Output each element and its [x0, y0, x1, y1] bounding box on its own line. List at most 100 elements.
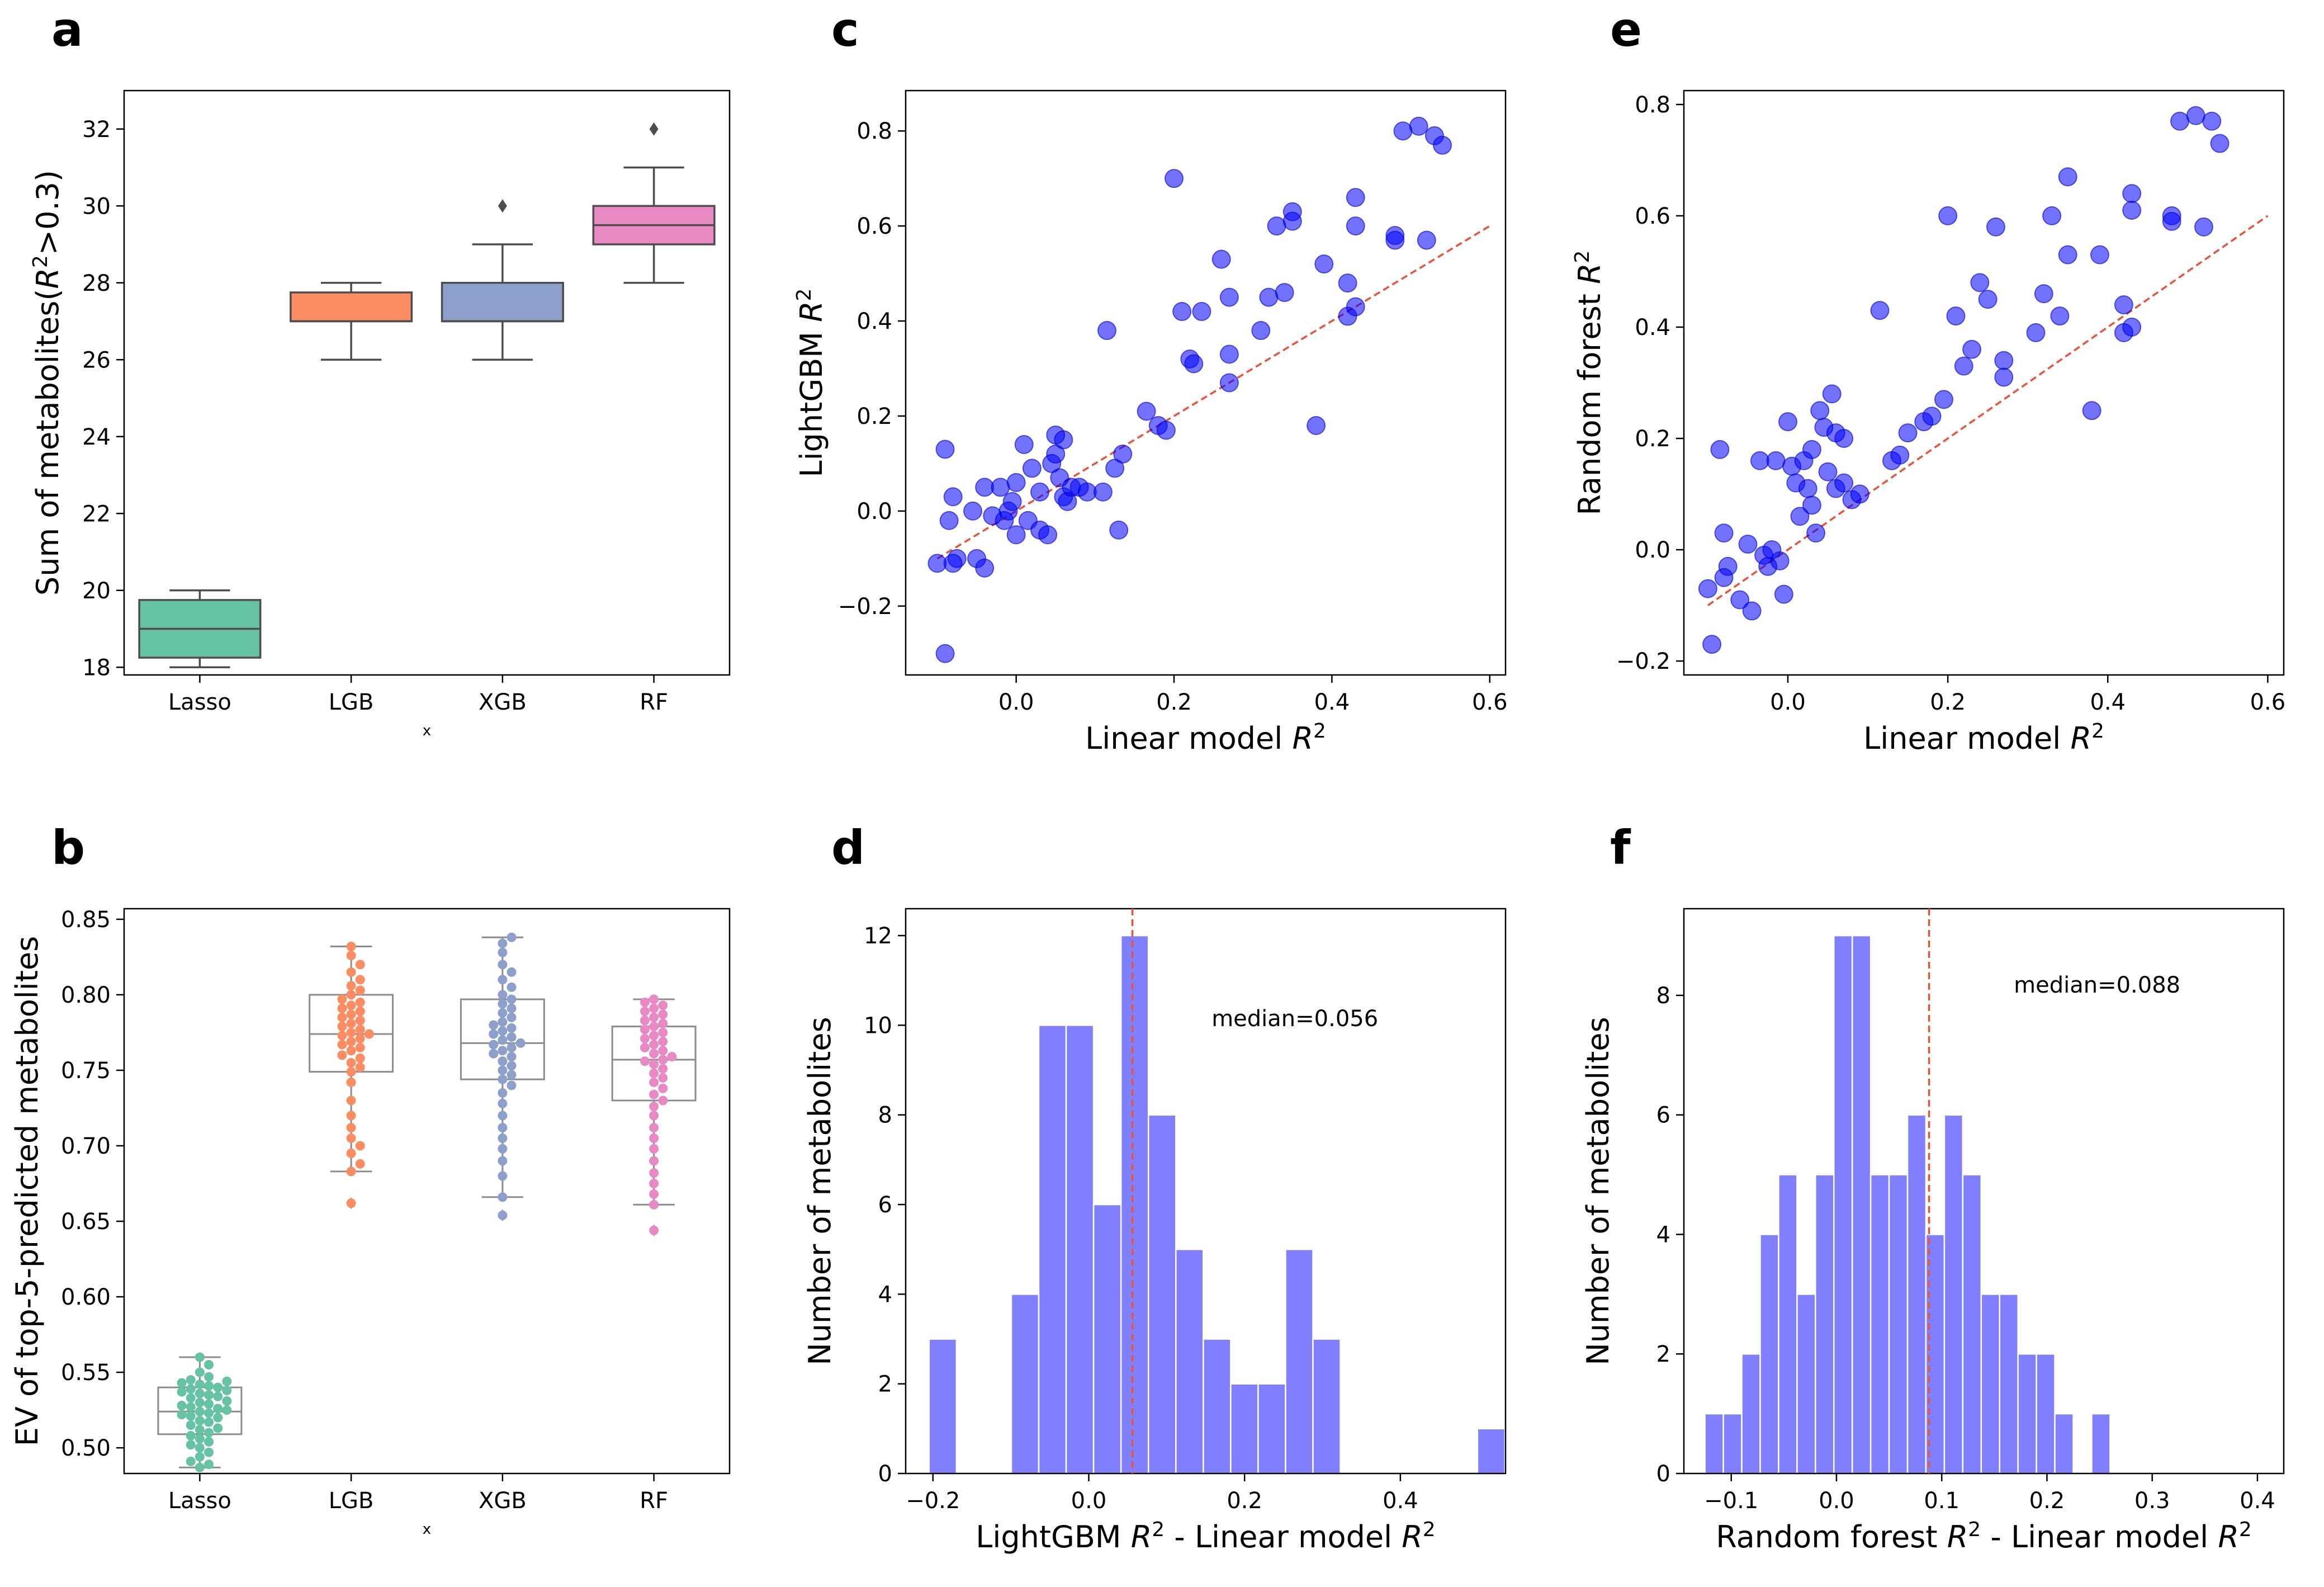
- panel-a-category-label: LGB: [329, 689, 374, 715]
- panel-e-reference-line: [1707, 215, 2269, 607]
- panel-b-outlier: [347, 1197, 356, 1210]
- panel-a-axes-frame: [123, 89, 731, 676]
- panel-a-box-xgb: [441, 282, 564, 323]
- panel-b-point-lasso: [213, 1391, 223, 1401]
- panel-b-point-rf: [658, 1027, 668, 1037]
- panel-e-point: [1702, 635, 1722, 654]
- panel-b-point-lgb: [346, 1111, 356, 1121]
- panel-d-xtick-label: 0.0: [1071, 1488, 1107, 1514]
- panel-b-point-lasso: [186, 1420, 196, 1430]
- panel-c-point: [1346, 188, 1365, 207]
- panel-b-point-lasso: [195, 1388, 205, 1399]
- panel-b-point-lasso: [195, 1425, 205, 1435]
- panel-d-bar: [1203, 1338, 1232, 1475]
- panel-c-point: [1038, 525, 1058, 545]
- panel-letter-b: b: [51, 820, 85, 875]
- panel-e-point: [2194, 217, 2213, 237]
- panel-b-point-lasso: [186, 1411, 196, 1421]
- panel-c-point: [1093, 482, 1113, 502]
- panel-b-point-lgb: [346, 1009, 356, 1019]
- panel-b-point-lgb: [337, 1050, 347, 1060]
- panel-b-point-lgb: [346, 951, 356, 961]
- panel-c-point: [943, 554, 963, 573]
- panel-b-point-lasso: [186, 1402, 196, 1412]
- panel-a-category-label: Lasso: [168, 689, 231, 715]
- panel-b-category-label: RF: [640, 1488, 668, 1514]
- panel-e-axes-frame: [1683, 89, 2285, 676]
- panel-b-point-rf: [649, 1133, 659, 1143]
- panel-f-bar: [1722, 1413, 1743, 1475]
- panel-letter-a: a: [51, 2, 83, 57]
- panel-f-xtick-label: 0.2: [2029, 1488, 2065, 1514]
- panel-b-ytick-label: 0.55: [61, 1360, 111, 1386]
- panel-b-point-xgb: [498, 960, 508, 970]
- panel-e-ytick-label: 0.8: [1635, 92, 1670, 118]
- panel-e-point: [1714, 523, 1734, 543]
- panel-b-point-rf: [658, 1055, 668, 1065]
- panel-c-point: [1030, 482, 1050, 502]
- panel-b-point-lgb: [346, 942, 356, 952]
- panel-f-bar: [2054, 1413, 2074, 1475]
- panel-c-point: [1346, 297, 1365, 317]
- panel-f-histogram: 0 2 4 6 8 −0.1 0.0 0.1 0.2 0.3 0.4 median=0.088 Rand…: [1580, 908, 2285, 1555]
- panel-e-point: [1802, 440, 1821, 459]
- panel-e-xlabel: Linear model R2: [1863, 720, 2104, 757]
- panel-a-ylabel: Sum of metabolites(R2>0.3): [29, 170, 66, 596]
- panel-b-point-lgb: [346, 1057, 356, 1068]
- panel-e-point: [1810, 401, 1830, 421]
- panel-b-point-xgb: [507, 1003, 517, 1013]
- panel-e-ytick-label: 0.2: [1635, 426, 1670, 452]
- panel-c-point: [1409, 116, 1428, 136]
- panel-b-category-label: Lasso: [168, 1488, 231, 1514]
- panel-c-point: [1054, 430, 1073, 450]
- panel-b-point-lasso: [195, 1380, 205, 1390]
- panel-b-point-rf: [658, 1046, 668, 1056]
- panel-c-point: [1267, 216, 1286, 236]
- panel-b-point-xgb: [507, 994, 517, 1004]
- panel-d-bar: [1230, 1383, 1259, 1475]
- panel-f-ytick-label: 4: [1656, 1222, 1670, 1248]
- panel-b-point-rf: [649, 994, 659, 1004]
- panel-a-xlabel: x: [423, 722, 431, 739]
- panel-d-axes-frame: [905, 908, 1507, 1475]
- panel-f-bar: [2091, 1413, 2111, 1475]
- panel-e-ytick-label: 0.0: [1635, 537, 1670, 563]
- panel-b-point-lgb: [355, 1159, 365, 1169]
- panel-b-point-rf: [649, 1102, 659, 1112]
- panel-b-ylabel: EV of top-5-predicted metabolites: [10, 936, 45, 1447]
- panel-b-point-lasso: [204, 1428, 214, 1438]
- panel-c-xtick-label: 0.6: [1472, 689, 1508, 715]
- panel-e-ytick-label: 0.6: [1635, 204, 1670, 229]
- panel-f-bar: [1869, 1174, 1890, 1475]
- panel-b-point-lasso: [213, 1404, 223, 1414]
- panel-b-point-xgb: [498, 1065, 508, 1075]
- panel-b-point-lasso: [204, 1447, 214, 1457]
- panel-letter-d: d: [831, 820, 865, 875]
- panel-a-outlier: [649, 122, 659, 136]
- panel-b-point-lasso: [204, 1417, 214, 1427]
- panel-b-ytick-label: 0.85: [61, 907, 111, 933]
- panel-e-xtick-label: 0.4: [2090, 689, 2126, 715]
- panel-c-point: [1172, 302, 1192, 322]
- panel-f-bar: [1741, 1353, 1761, 1475]
- panel-c-point: [1077, 482, 1097, 502]
- panel-c-scatter: −0.2 0.0 0.2 0.4 0.6 0.8 0.0 0.2 0.4 0.6 Linear mo…: [793, 89, 1508, 756]
- panel-a-category-label: XGB: [479, 689, 527, 715]
- panel-b-point-lasso: [195, 1443, 205, 1453]
- panel-d-bar: [1476, 1428, 1506, 1475]
- panel-e-scatter: −0.2 0.0 0.2 0.4 0.6 0.8 0.0 0.2 0.4 0.6 Linear mo…: [1571, 89, 2285, 757]
- panel-b-point-rf: [649, 1111, 659, 1121]
- panel-b-point-lgb: [355, 1024, 365, 1035]
- panel-b-ytick-label: 0.60: [61, 1284, 111, 1310]
- panel-b-point-rf: [667, 1052, 677, 1062]
- panel-e-point: [1934, 390, 1953, 409]
- panel-b-point-xgb: [498, 990, 508, 1000]
- panel-e-xtick-label: 0.0: [1770, 689, 1806, 715]
- panel-b-point-xgb: [507, 1070, 517, 1080]
- panel-b-point-rf: [658, 1018, 668, 1028]
- panel-b-xlabel: x: [423, 1521, 431, 1538]
- panel-a-boxplot: 18 20 22 24 26 28 30 32 Lasso LGB XGB RF x Sum of met…: [29, 89, 731, 739]
- panel-d-ytick-label: 0: [878, 1461, 892, 1487]
- panel-b-point-lasso: [204, 1360, 214, 1370]
- panel-a-ytick-label: 24: [82, 424, 111, 450]
